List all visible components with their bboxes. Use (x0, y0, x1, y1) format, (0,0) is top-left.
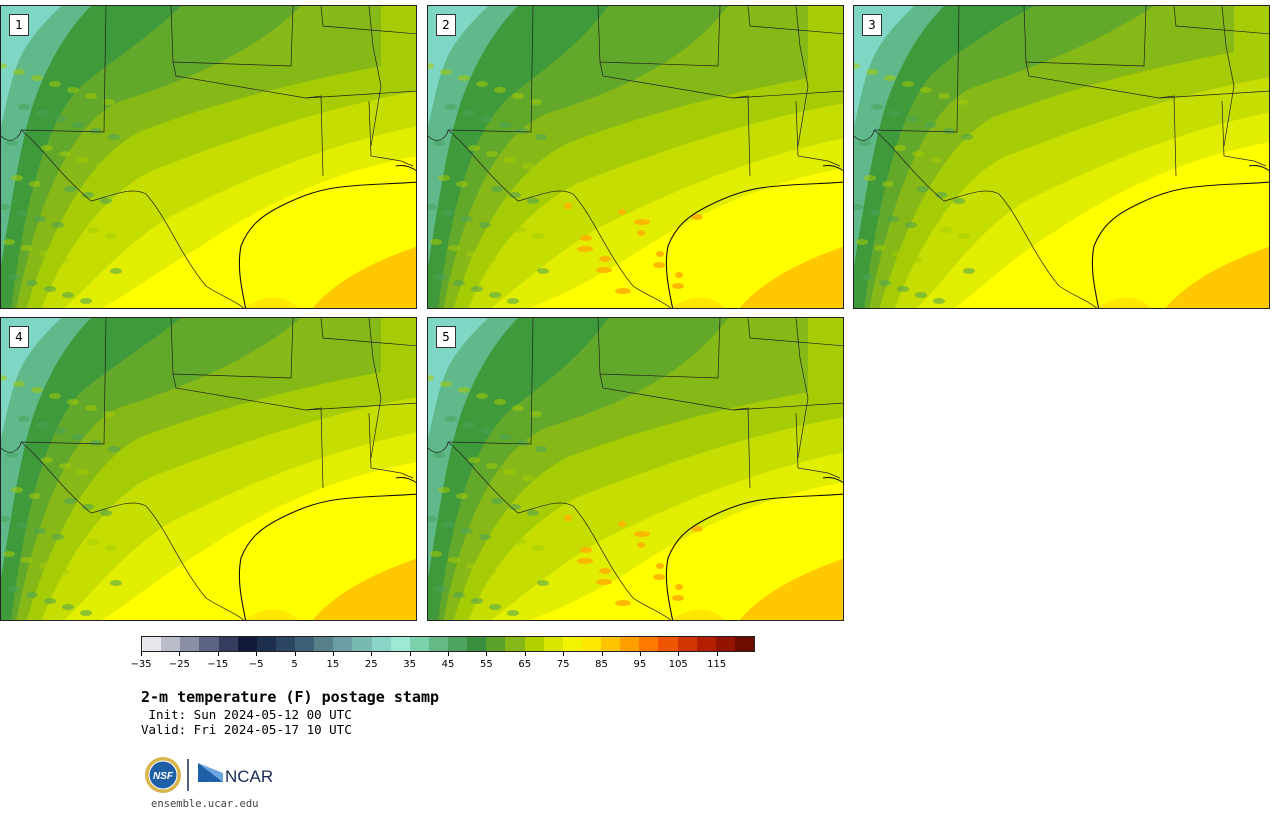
colorbar-swatch (314, 637, 334, 651)
colorbar-swatch (639, 637, 659, 651)
colorbar-tick-label: 75 (556, 659, 570, 670)
colorbar-swatch (448, 637, 468, 651)
colorbar-swatch (715, 637, 735, 651)
temperature-map (428, 6, 843, 308)
colorbar-tick-label: −15 (207, 659, 229, 670)
colorbar-tick (678, 652, 680, 656)
colorbar-tick-label: 45 (441, 659, 455, 670)
member-label: 2 (436, 14, 456, 36)
colorbar-tick (332, 652, 334, 656)
colorbar-swatch (524, 637, 544, 651)
colorbar-swatch (352, 637, 372, 651)
ncar-logo-icon: NCAR (198, 763, 273, 786)
page-title: 2-m temperature (F) postage stamp (141, 688, 440, 706)
member-panel-2: 2 (427, 5, 844, 309)
colorbar-swatch (256, 637, 276, 651)
colorbar-swatch (581, 637, 601, 651)
colorbar-tick (256, 652, 258, 656)
temperature-map (1, 318, 416, 620)
colorbar-swatch (696, 637, 716, 651)
member-label: 3 (862, 14, 882, 36)
colorbar-tick (179, 652, 181, 656)
colorbar-swatch (543, 637, 563, 651)
colorbar-swatch (371, 637, 391, 651)
colorbar-swatch (467, 637, 487, 651)
colorbar-tick-label: −35 (130, 659, 152, 670)
temperature-map (428, 318, 843, 620)
colorbar-swatch (601, 637, 621, 651)
colorbar-swatch (505, 637, 525, 651)
member-panel-5: 5 (427, 317, 844, 621)
colorbar-tick (524, 652, 526, 656)
colorbar-swatch (620, 637, 640, 651)
colorbar-tick-label: 35 (403, 659, 416, 670)
init-time: Init: Sun 2024-05-12 00 UTC (141, 707, 352, 722)
colorbar-swatch (486, 637, 506, 651)
colorbar-swatch (199, 637, 219, 651)
colorbar-tick-label: −5 (248, 659, 264, 670)
member-label: 1 (9, 14, 29, 36)
colorbar (141, 636, 755, 652)
svg-text:NSF: NSF (153, 771, 174, 782)
colorbar-tick (486, 652, 488, 656)
member-label: 5 (436, 326, 456, 348)
colorbar-tick-label: 85 (595, 659, 608, 670)
ncar-wordmark: NCAR (225, 767, 273, 786)
colorbar-ticks: −35 −25 −15 −5 5 15 25 35 45 55 65 75 85 95 105 115 (130, 652, 755, 674)
colorbar-swatch (677, 637, 697, 651)
colorbar-swatch (218, 637, 238, 651)
colorbar-swatch (161, 637, 181, 651)
colorbar-tick (217, 652, 219, 656)
colorbar-swatch (295, 637, 315, 651)
colorbar-tick (563, 652, 565, 656)
colorbar-swatch (658, 637, 678, 651)
colorbar-swatch (275, 637, 295, 651)
colorbar-swatch (180, 637, 200, 651)
member-panel-3: 3 (853, 5, 1270, 309)
member-panel-4: 4 (0, 317, 417, 621)
colorbar-tick-label: 65 (518, 659, 532, 670)
colorbar-tick (141, 652, 142, 656)
colorbar-tick-label: 95 (633, 659, 647, 670)
colorbar-tick (601, 652, 603, 656)
colorbar-tick-label: 55 (480, 659, 493, 670)
member-label: 4 (9, 326, 29, 348)
nsf-logo-icon: NSF (145, 757, 181, 793)
colorbar-tick (448, 652, 449, 656)
valid-time: Valid: Fri 2024-05-17 10 UTC (141, 722, 352, 737)
colorbar-tick-label: 115 (707, 659, 727, 670)
colorbar-swatch (142, 637, 162, 651)
colorbar-tick-label: 5 (291, 659, 298, 670)
temperature-map (1, 6, 416, 308)
colorbar-tick-label: 105 (668, 659, 688, 670)
colorbar-tick (409, 652, 411, 656)
colorbar-tick-label: −25 (168, 659, 190, 670)
colorbar-swatch (409, 637, 429, 651)
colorbar-swatch (734, 637, 754, 651)
colorbar-tick (294, 652, 296, 656)
colorbar-tick (639, 652, 641, 656)
colorbar-swatch (390, 637, 410, 651)
colorbar-swatch (562, 637, 582, 651)
colorbar-tick (371, 652, 373, 656)
member-panel-1: 1 (0, 5, 417, 309)
colorbar-tick (716, 652, 718, 656)
colorbar-swatch (237, 637, 257, 651)
colorbar-swatch (333, 637, 353, 651)
temperature-map (854, 6, 1269, 308)
site-url[interactable]: ensemble.ucar.edu (151, 798, 259, 810)
colorbar-tick-label: 25 (364, 659, 378, 670)
colorbar-swatch (428, 637, 448, 651)
logos: NSF NCAR (143, 755, 283, 795)
colorbar-tick-label: 15 (326, 659, 340, 670)
